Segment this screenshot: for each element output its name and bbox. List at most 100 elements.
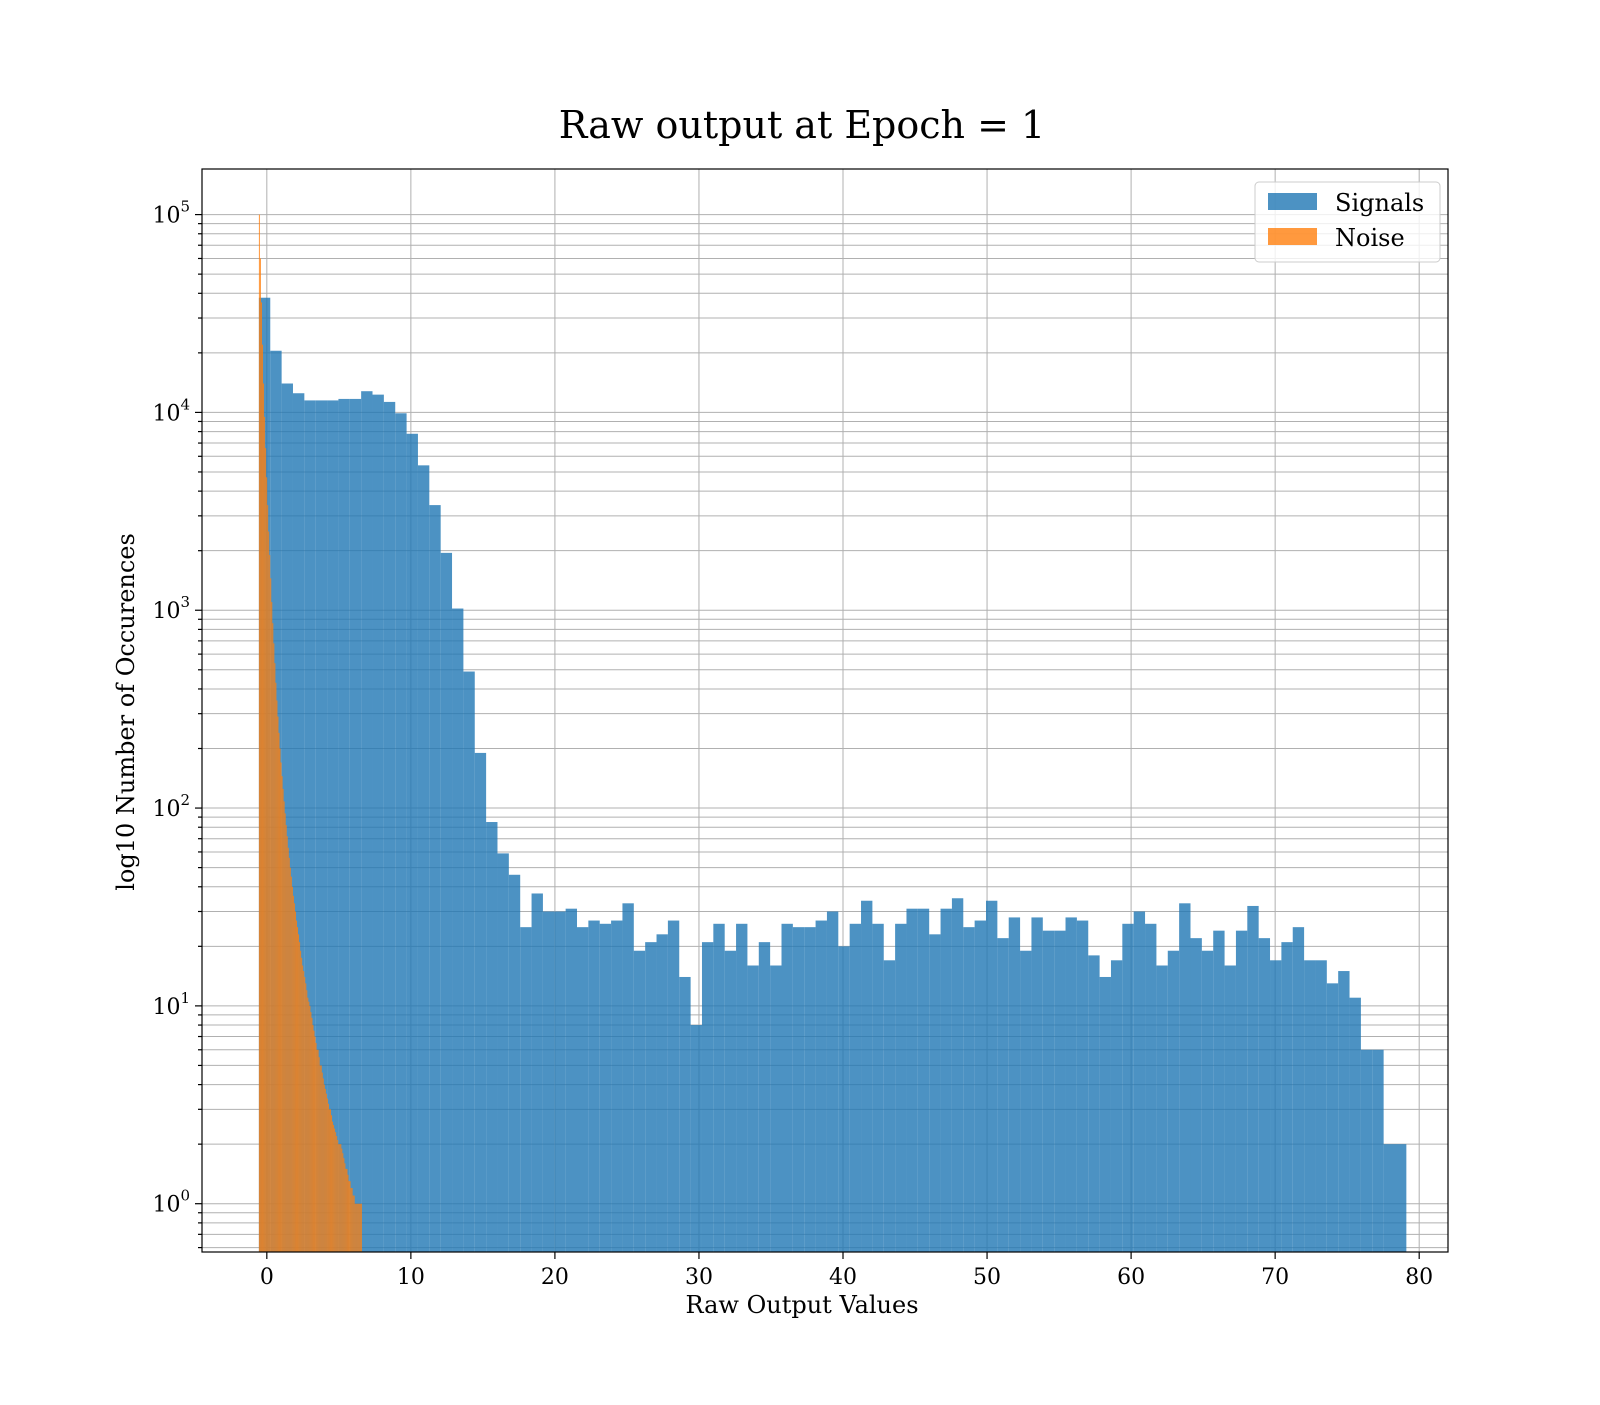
noise-bar (343, 1158, 345, 1252)
noise-bar (352, 1195, 354, 1252)
signals-bar (1190, 938, 1202, 1252)
signals-bar (792, 927, 805, 1252)
noise-bar (314, 1036, 316, 1252)
signals-bar (463, 671, 475, 1252)
noise-bar (266, 477, 268, 1252)
signals-bar (1394, 1144, 1407, 1252)
signals-bar (1292, 927, 1305, 1252)
signals-bar (1054, 930, 1066, 1252)
chart-title: Raw output at Epoch = 1 (559, 103, 1045, 147)
noise-bar (321, 1072, 323, 1252)
signals-bar (383, 401, 396, 1252)
noise-bar (305, 983, 307, 1252)
signals-bar (542, 911, 555, 1252)
signals-bar (349, 398, 362, 1252)
x-tick-label: 20 (541, 1265, 569, 1290)
noise-bar (341, 1148, 343, 1252)
legend: Signals Noise (1254, 181, 1441, 263)
noise-bar (355, 1203, 357, 1252)
signals-bar (1270, 960, 1282, 1252)
noise-bar (323, 1084, 325, 1252)
signals-bar (861, 900, 873, 1252)
noise-bar (292, 895, 294, 1252)
signals-bar (1031, 917, 1043, 1252)
signals-bar (679, 976, 691, 1252)
signals-bar (1372, 1049, 1384, 1252)
y-tick-label: 100 (152, 1187, 190, 1218)
noise-bar (276, 700, 278, 1252)
noise-bar (342, 1153, 344, 1252)
y-tick-exponent: 0 (180, 1187, 190, 1205)
noise-bar (327, 1103, 329, 1252)
signals-bar (781, 923, 793, 1252)
noise-bar (318, 1057, 320, 1252)
noise-bar (285, 825, 287, 1252)
signals-bar (951, 898, 964, 1252)
x-tick-label: 40 (829, 1265, 857, 1290)
noise-bar (316, 1049, 318, 1252)
signals-bar (486, 822, 498, 1252)
signals-bar (327, 400, 339, 1252)
noise-bar (329, 1109, 331, 1252)
legend-swatch-noise (1268, 228, 1317, 245)
noise-bar (299, 942, 301, 1252)
noise-bar (325, 1093, 327, 1252)
signals-bar (1167, 950, 1180, 1252)
noise-bar (259, 258, 261, 1252)
bars-layer (258, 214, 1407, 1253)
noise-bar (270, 578, 272, 1252)
noise-bar (311, 1017, 313, 1252)
noise-bar (283, 801, 285, 1252)
signals-bar (701, 942, 714, 1252)
signals-bar (520, 927, 532, 1252)
signals-bar (1304, 960, 1316, 1252)
signals-bar (940, 908, 952, 1252)
noise-bar (267, 505, 269, 1252)
noise-bar (332, 1121, 334, 1252)
signals-bar (1360, 1049, 1373, 1252)
signals-bar (645, 942, 657, 1252)
y-tick-label: 101 (152, 989, 190, 1020)
noise-bar (313, 1030, 315, 1252)
signals-bar (304, 400, 316, 1252)
noise-bar (301, 957, 303, 1252)
signals-bar (452, 608, 464, 1252)
noise-bar (315, 1042, 317, 1252)
noise-bar (326, 1098, 328, 1252)
signals-bar (838, 946, 850, 1252)
signals-bar (872, 923, 884, 1252)
signals-bar (361, 391, 373, 1252)
noise-bar (272, 623, 274, 1252)
y-tick-base: 10 (152, 401, 180, 426)
y-tick-exponent: 4 (180, 395, 190, 413)
noise-bar (356, 1203, 358, 1252)
noise-bar (295, 920, 298, 1252)
noise-bar (328, 1109, 330, 1252)
signals-bar (690, 1025, 702, 1252)
signals-bar (1122, 923, 1134, 1252)
y-axis-label: log10 Number of Occurences (112, 533, 140, 891)
signals-bar (315, 400, 328, 1252)
signals-bar (713, 923, 725, 1252)
noise-bar (345, 1168, 347, 1252)
noise-bar (265, 448, 267, 1252)
signals-bar (929, 934, 941, 1252)
noise-bar (291, 886, 293, 1252)
noise-bar (271, 602, 273, 1252)
signals-bar (1088, 955, 1100, 1252)
noise-bar (288, 857, 290, 1252)
signals-bar (1099, 976, 1111, 1252)
noise-bar (282, 788, 284, 1252)
noise-bar (357, 1203, 359, 1252)
signals-bar (883, 960, 896, 1252)
signals-bar (1281, 942, 1293, 1252)
noise-bar (286, 836, 288, 1252)
x-tick-label: 60 (1117, 1265, 1145, 1290)
signals-bar (974, 920, 986, 1252)
noise-bar (344, 1163, 346, 1252)
signals-bar (1201, 950, 1214, 1252)
noise-bar (264, 416, 266, 1253)
series-signals (258, 297, 1407, 1253)
noise-bar (298, 934, 300, 1252)
